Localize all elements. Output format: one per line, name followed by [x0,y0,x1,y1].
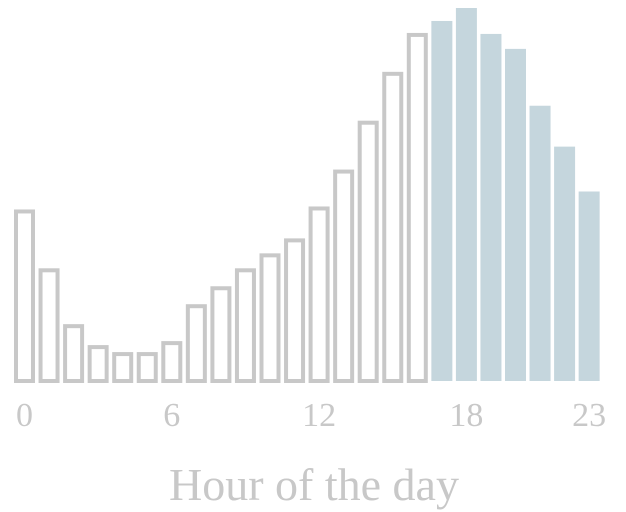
bar-hour-22 [554,146,576,381]
x-tick-label-23: 23 [572,397,606,434]
bar-hour-8 [210,286,232,383]
bar-hour-20 [505,48,526,381]
bar-hour-2 [63,324,85,383]
x-tick-label-0: 0 [16,397,33,434]
x-tick-label-6: 6 [163,397,180,434]
x-axis-title: Hour of the day [169,459,459,510]
bar-hour-12 [308,206,330,383]
bar-hour-11 [284,238,306,383]
bar-hour-17 [431,20,453,381]
bar-hour-9 [234,268,256,383]
bar-hour-18 [455,8,477,381]
bar-hour-1 [38,268,60,383]
bar-hour-0 [14,209,35,383]
x-tick-label-18: 18 [449,397,483,434]
x-tick-label-12: 12 [302,397,336,434]
bar-hour-15 [382,71,404,383]
bar-hour-14 [357,120,379,383]
bar-hour-5 [136,352,158,384]
x-tick-labels: 0 6 12 18 23 [16,397,606,434]
bar-hour-6 [161,341,183,384]
bar-hour-13 [333,169,355,383]
bar-hour-4 [112,352,134,384]
bar-hour-23 [578,191,600,381]
bars-group [14,8,600,384]
bar-hour-21 [529,105,551,381]
bar-hour-3 [87,345,109,383]
bar-hour-19 [480,33,502,381]
bar-hour-10 [259,253,281,383]
bar-hour-16 [406,32,428,383]
bar-hour-7 [185,304,207,383]
